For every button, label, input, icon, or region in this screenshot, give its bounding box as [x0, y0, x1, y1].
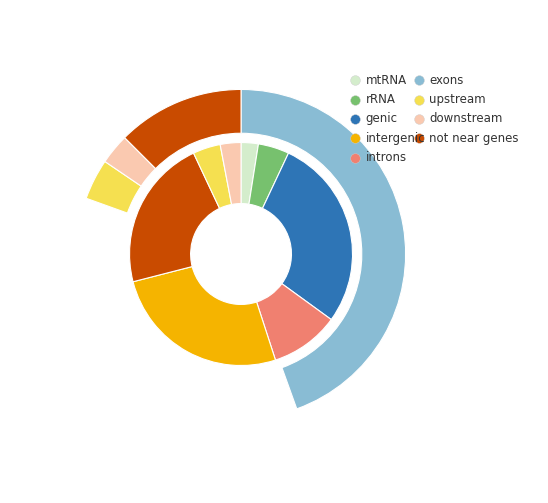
Wedge shape [256, 284, 331, 360]
Text: upstream: upstream [430, 93, 486, 106]
Wedge shape [193, 144, 232, 208]
Text: exons: exons [430, 73, 464, 87]
Text: rRNA: rRNA [366, 93, 396, 106]
Text: introns: introns [366, 151, 407, 164]
Text: mtRNA: mtRNA [366, 73, 407, 87]
Wedge shape [129, 153, 220, 282]
Text: downstream: downstream [430, 112, 503, 125]
Wedge shape [262, 153, 352, 319]
Wedge shape [124, 90, 241, 169]
Wedge shape [220, 142, 241, 205]
Text: intergenic: intergenic [366, 132, 425, 145]
Wedge shape [105, 138, 156, 186]
Wedge shape [249, 144, 288, 208]
Text: not near genes: not near genes [430, 132, 519, 145]
Wedge shape [241, 142, 259, 204]
Wedge shape [86, 161, 141, 213]
Wedge shape [241, 90, 406, 409]
Text: genic: genic [366, 112, 398, 125]
Wedge shape [133, 267, 276, 366]
